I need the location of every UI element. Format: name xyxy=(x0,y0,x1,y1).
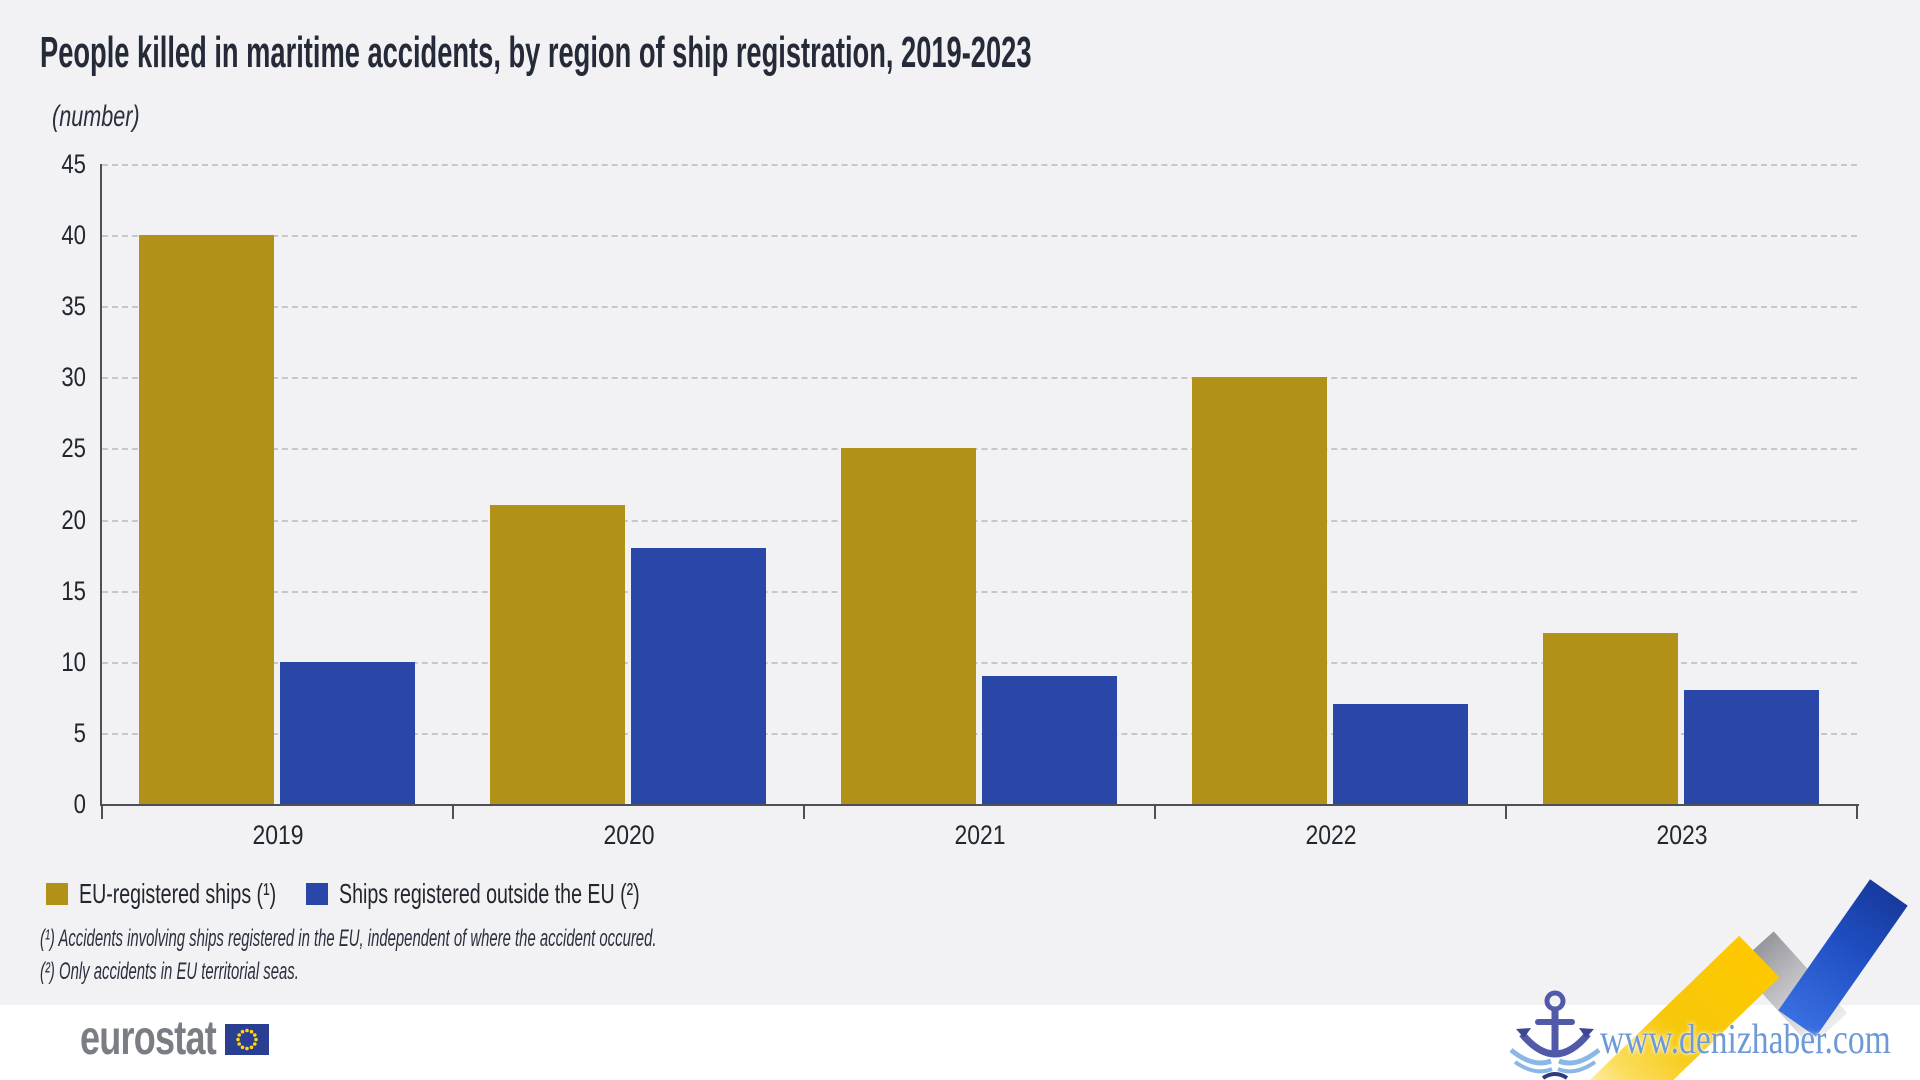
legend-label: Ships registered outside the EU (²) xyxy=(339,878,640,909)
x-tick-label: 2019 xyxy=(251,820,304,850)
bar-2019-non-eu xyxy=(280,661,415,804)
y-axis-line xyxy=(100,164,102,806)
bar-2021-non-eu xyxy=(982,676,1117,804)
grid-line xyxy=(102,590,1857,593)
y-tick-label: 40 xyxy=(61,220,86,251)
chart-subtitle: (number) xyxy=(52,100,140,133)
footnote-1: (¹) Accidents involving ships registered… xyxy=(40,925,657,952)
y-tick-label: 5 xyxy=(73,717,86,748)
footnotes: (¹) Accidents involving ships registered… xyxy=(40,922,1034,988)
grid-line xyxy=(102,519,1857,522)
plot-area: 0 5 10 15 20 25 30 35 40 45 2019 2020 2021 2022 2023 xyxy=(61,150,1859,850)
watermark-url: www.denizhaber.com xyxy=(1600,1017,1891,1063)
y-tick-label: 25 xyxy=(61,433,86,464)
grid-line xyxy=(102,306,1857,309)
grid-line xyxy=(102,732,1857,735)
bar-2020-eu-registered xyxy=(490,505,625,804)
axis-tick xyxy=(803,804,805,819)
y-tick-label: 35 xyxy=(61,291,86,322)
axis-tick xyxy=(1154,804,1156,819)
axis-tick xyxy=(1505,804,1507,819)
eurostat-logo: eurostat xyxy=(80,1012,270,1065)
legend-item: EU-registered ships (¹) xyxy=(46,878,361,910)
bar-2022-non-eu xyxy=(1333,704,1468,804)
axis-tick xyxy=(101,804,103,819)
bar-2023-eu-registered xyxy=(1543,633,1678,804)
eurostat-wordmark: eurostat xyxy=(80,1012,217,1065)
legend-swatch xyxy=(46,883,68,905)
grid-line xyxy=(102,448,1857,451)
anchor-icon xyxy=(1505,988,1605,1080)
legend-item: Ships registered outside the EU (²) xyxy=(306,878,769,910)
axis-tick xyxy=(452,804,454,819)
bar-2021-eu-registered xyxy=(841,448,976,804)
grid-line xyxy=(102,661,1857,664)
legend-swatch xyxy=(306,883,328,905)
bar-2023-non-eu xyxy=(1684,690,1819,804)
bar-2019-eu-registered xyxy=(139,235,274,804)
denizhaber-watermark: www.denizhaber.com xyxy=(1500,870,1920,1080)
bar-2020-non-eu xyxy=(631,548,766,804)
y-tick-label: 0 xyxy=(73,789,86,819)
axis-tick xyxy=(1856,804,1858,819)
x-tick-label: 2023 xyxy=(1655,820,1708,850)
y-tick-label: 45 xyxy=(61,149,86,179)
y-tick-label: 30 xyxy=(61,362,86,393)
eu-flag-icon xyxy=(225,1023,270,1055)
y-tick-label: 20 xyxy=(61,504,86,535)
chart-title: People killed in maritime accidents, by … xyxy=(40,28,1032,77)
grid-line xyxy=(102,235,1857,238)
grid-line xyxy=(102,377,1857,380)
grid-line xyxy=(102,164,1857,166)
legend-label: EU-registered ships (¹) xyxy=(79,878,277,909)
footnote-2: (²) Only accidents in EU territorial sea… xyxy=(40,958,299,985)
x-tick-label: 2020 xyxy=(602,820,655,850)
y-tick-label: 10 xyxy=(61,646,86,677)
y-tick-label: 15 xyxy=(61,575,86,606)
x-tick-label: 2021 xyxy=(953,820,1006,850)
x-axis-line xyxy=(100,804,1859,806)
x-tick-label: 2022 xyxy=(1304,820,1357,850)
bar-2022-eu-registered xyxy=(1192,377,1327,804)
